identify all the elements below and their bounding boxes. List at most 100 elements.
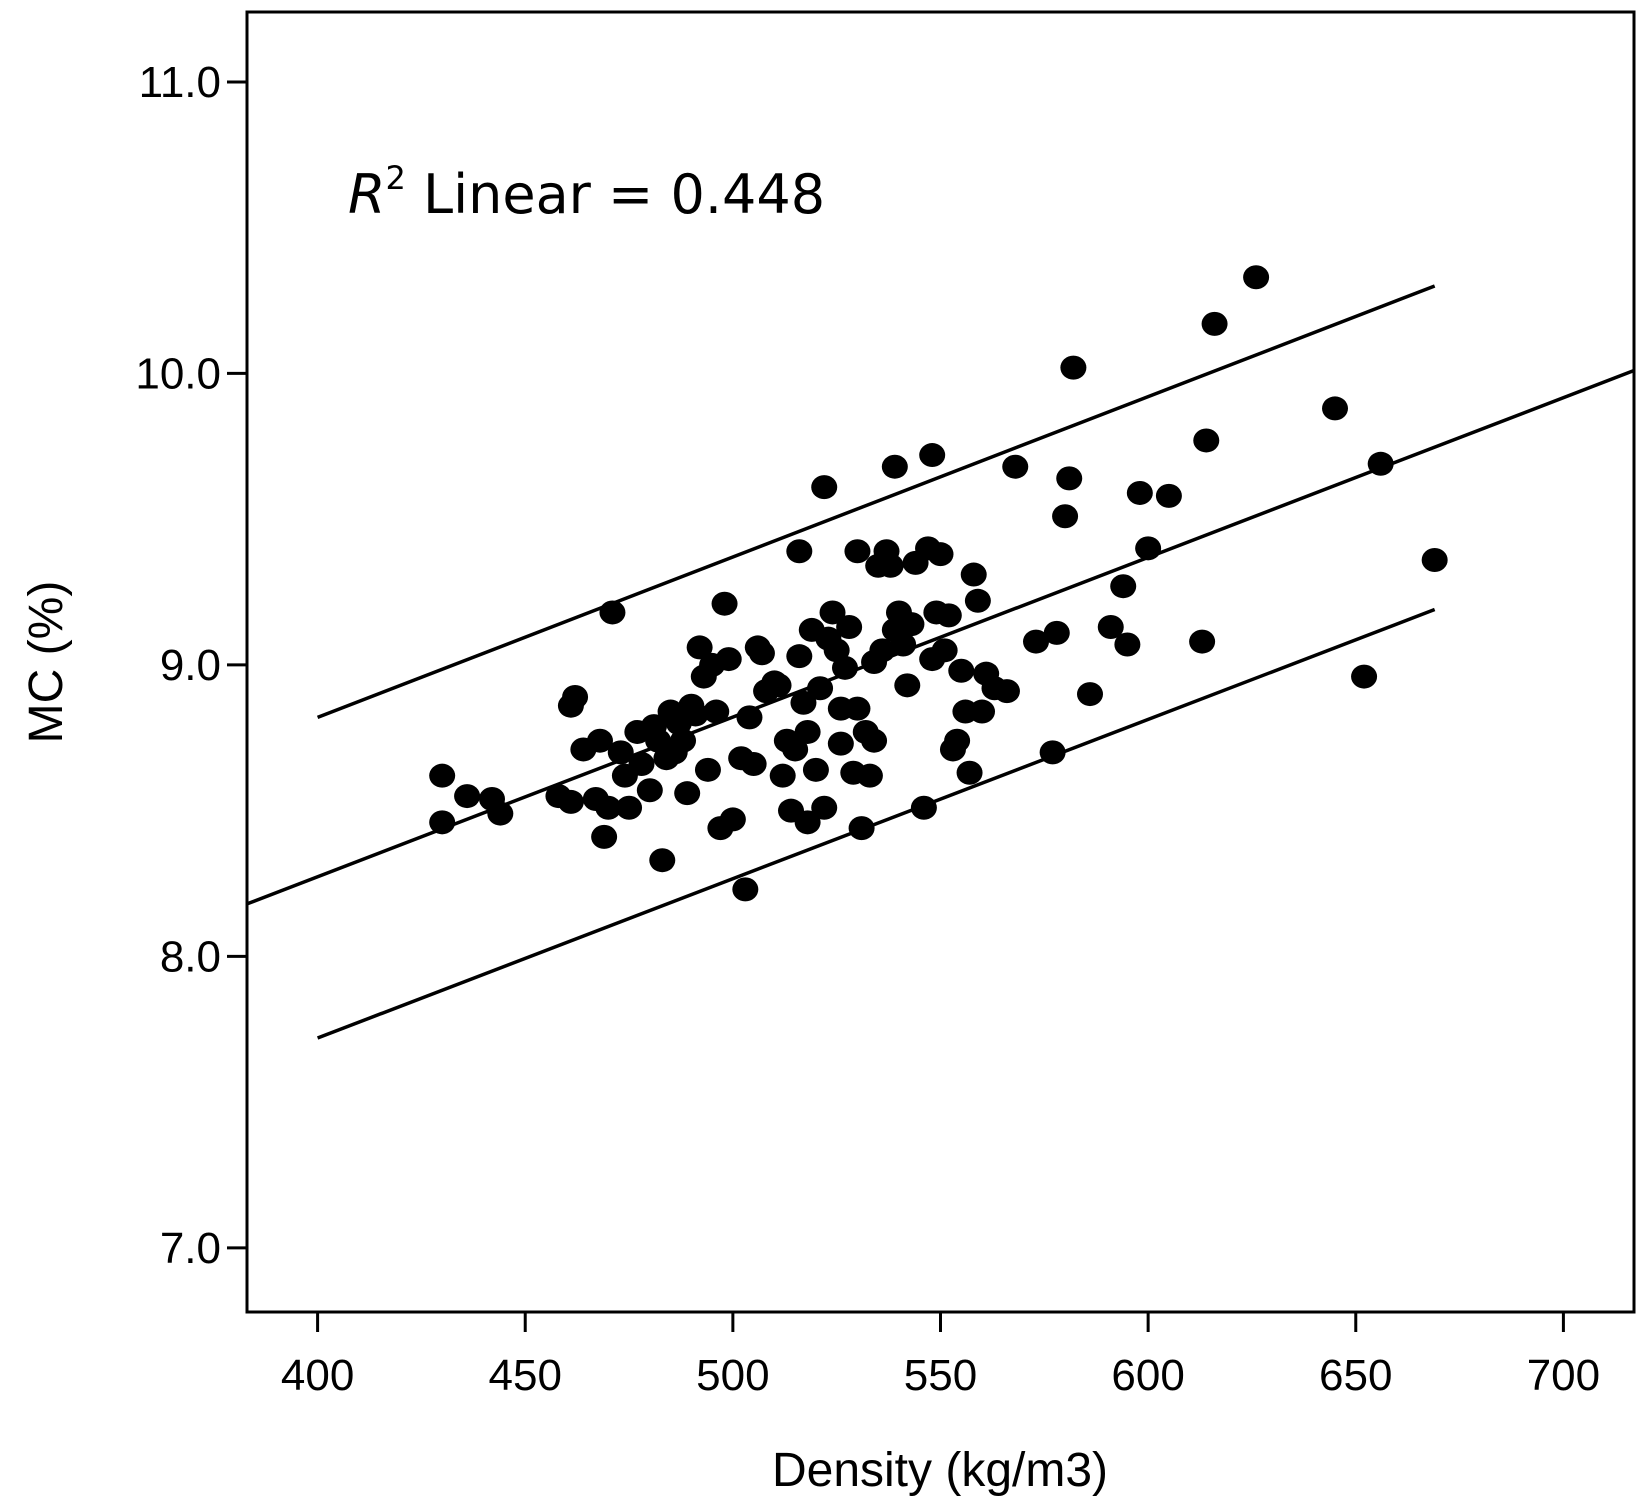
data-point (881, 454, 908, 479)
data-point (898, 612, 925, 637)
data-point (807, 676, 834, 701)
data-point (711, 591, 738, 616)
data-point (595, 795, 622, 820)
data-point (719, 807, 746, 832)
data-point (1114, 632, 1141, 657)
data-point (944, 728, 971, 753)
x-tick-label: 650 (1319, 1351, 1392, 1400)
data-point (736, 705, 763, 730)
data-point (1056, 466, 1083, 491)
data-point (1193, 428, 1220, 453)
data-point (786, 644, 813, 669)
data-point (811, 795, 838, 820)
data-point (927, 542, 954, 567)
data-point (794, 810, 821, 835)
r-symbol: R (348, 163, 386, 226)
data-point (844, 696, 871, 721)
y-tick-label: 7.0 (160, 1224, 221, 1273)
data-point (848, 816, 875, 841)
data-point (1076, 682, 1103, 707)
data-point (636, 778, 663, 803)
data-point (616, 795, 643, 820)
data-point (856, 763, 883, 788)
data-point (1126, 480, 1153, 505)
data-point (948, 658, 975, 683)
data-point (931, 638, 958, 663)
data-point (1351, 664, 1378, 689)
y-axis-title: MC (%) (20, 581, 73, 744)
data-point (686, 635, 713, 660)
data-point (1023, 629, 1050, 654)
data-point (969, 699, 996, 724)
data-point (1155, 483, 1182, 508)
data-point (919, 443, 946, 468)
data-point (562, 684, 589, 709)
fit-lines (246, 284, 1635, 1040)
data-point (836, 615, 863, 640)
data-point (831, 655, 858, 680)
data-point (910, 795, 937, 820)
data-point (715, 647, 742, 672)
r-superscript: 2 (386, 159, 406, 197)
data-point (790, 690, 817, 715)
x-tick-label: 400 (281, 1351, 354, 1400)
data-point (670, 728, 697, 753)
data-point (827, 731, 854, 756)
x-tick-label: 550 (904, 1351, 977, 1400)
r-squared-text: Linear = 0.448 (406, 163, 825, 226)
data-point (628, 752, 655, 777)
data-points (429, 265, 1448, 902)
data-point (1039, 740, 1066, 765)
fit-line-upper (316, 284, 1436, 720)
data-point (877, 553, 904, 578)
data-point (1060, 355, 1087, 380)
data-point (740, 752, 767, 777)
data-point (1110, 574, 1137, 599)
data-point (782, 737, 809, 762)
data-point (811, 475, 838, 500)
data-point (844, 539, 871, 564)
data-point (819, 600, 846, 625)
data-point (607, 740, 634, 765)
data-point (769, 763, 796, 788)
data-point (1421, 547, 1448, 572)
data-point (1189, 629, 1216, 654)
data-point (993, 679, 1020, 704)
data-point (1322, 396, 1349, 421)
data-point (1002, 454, 1029, 479)
x-tick-label: 500 (696, 1351, 769, 1400)
data-point (732, 877, 759, 902)
r-squared-annotation: R2 Linear = 0.448 (348, 159, 825, 226)
data-point (586, 728, 613, 753)
data-point (429, 810, 456, 835)
data-point (703, 699, 730, 724)
x-tick-label: 600 (1111, 1351, 1184, 1400)
data-point (861, 728, 888, 753)
data-point (557, 789, 584, 814)
data-point (1097, 615, 1124, 640)
data-point (956, 760, 983, 785)
data-point (674, 781, 701, 806)
data-point (794, 719, 821, 744)
y-tick-label: 9.0 (160, 641, 221, 690)
data-point (487, 801, 514, 826)
data-point (694, 757, 721, 782)
data-point (682, 702, 709, 727)
fit-line-linear-fit (246, 368, 1635, 906)
data-point (802, 757, 829, 782)
data-point (748, 641, 775, 666)
y-axis: 7.0 8.0 9.0 10.0 11.0 (135, 58, 247, 1273)
x-axis-title: Density (kg/m3) (772, 1444, 1108, 1497)
x-axis: 400 450 500 550 600 650 700 (281, 1312, 1600, 1400)
data-point (1201, 311, 1228, 336)
data-point (964, 588, 991, 613)
fit-line-lower (316, 607, 1436, 1040)
data-point (591, 824, 618, 849)
x-tick-label: 700 (1527, 1351, 1600, 1400)
data-point (1043, 620, 1070, 645)
data-point (786, 539, 813, 564)
y-tick-label: 8.0 (160, 932, 221, 981)
y-tick-label: 11.0 (139, 58, 221, 107)
data-point (1052, 504, 1079, 529)
